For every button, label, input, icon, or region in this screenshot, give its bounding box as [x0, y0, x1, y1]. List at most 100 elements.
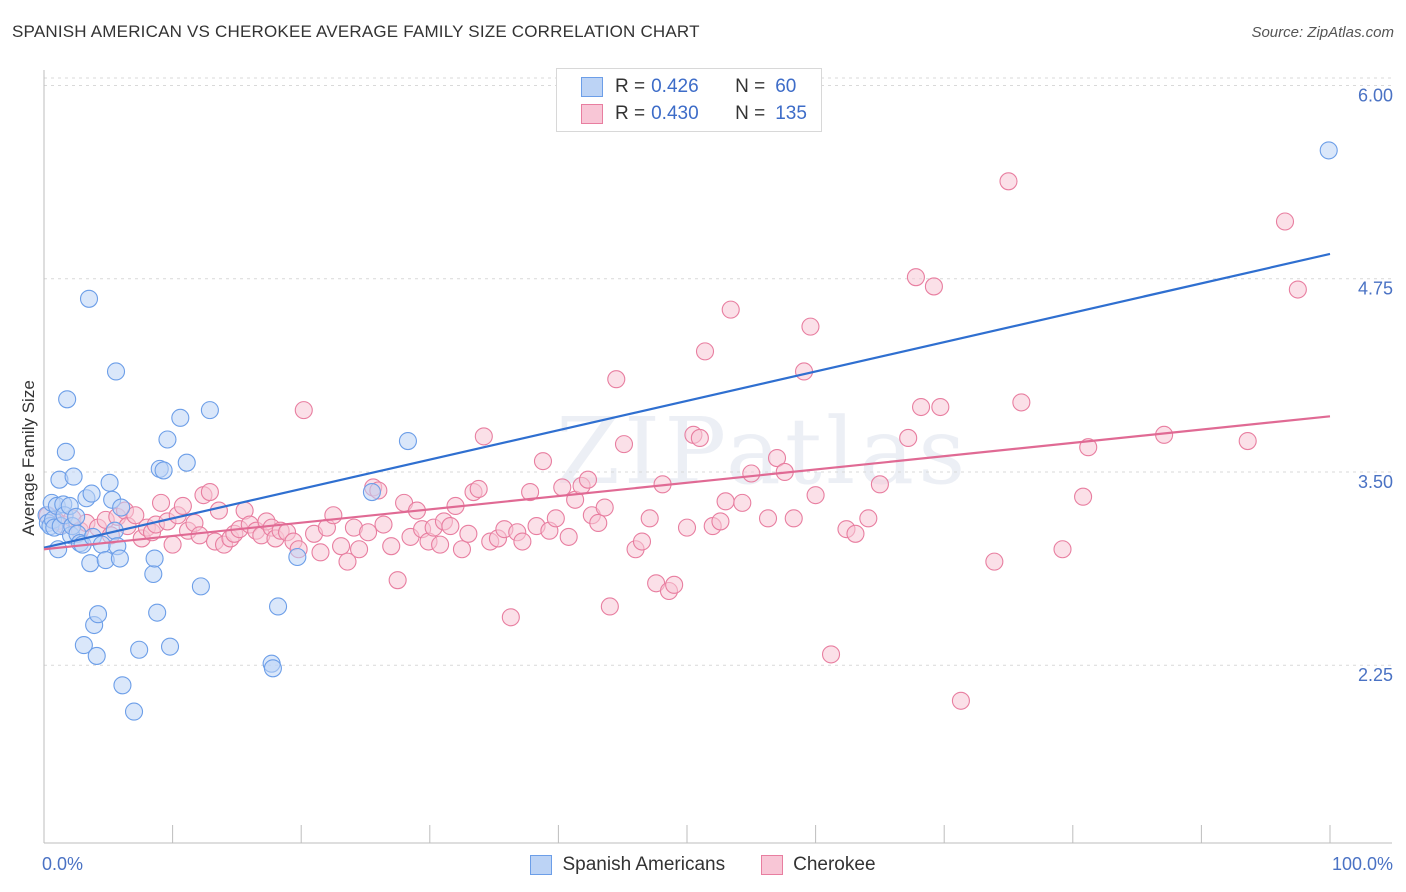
data-point: [690, 428, 709, 447]
data-point: [144, 564, 163, 584]
axes: [43, 70, 1392, 844]
data-point: [533, 452, 553, 471]
data-point: [56, 442, 75, 461]
stats-legend: R = 0.426 N = 60 R = 0.430 N = 135: [556, 68, 822, 132]
data-point: [784, 509, 803, 528]
data-point: [441, 517, 460, 536]
data-point: [985, 552, 1004, 571]
data-point: [200, 483, 219, 502]
data-point: [151, 493, 171, 512]
data-point: [100, 473, 119, 492]
data-point: [126, 506, 145, 525]
legend-row-spanish-americans: R = 0.426 N = 60: [557, 74, 796, 100]
data-point: [906, 268, 925, 287]
data-point: [106, 362, 126, 381]
data-point: [145, 549, 164, 568]
data-point: [190, 526, 209, 545]
data-point: [324, 506, 343, 525]
data-point: [501, 608, 520, 627]
data-point: [398, 431, 417, 451]
data-point: [82, 484, 101, 503]
data-point: [578, 470, 598, 489]
y-tick-label: 2.25: [1358, 665, 1393, 685]
legend-swatch-cherokee: [581, 104, 603, 124]
source-credit: Source: ZipAtlas.com: [1251, 24, 1394, 41]
data-point: [288, 547, 307, 567]
data-point: [191, 577, 210, 596]
data-point: [359, 523, 378, 542]
trend-lines: [43, 252, 1331, 551]
data-point: [81, 554, 100, 573]
data-point: [374, 515, 393, 534]
legend-label-cherokee: Cherokee: [793, 854, 876, 875]
legend-n-label: N =: [735, 103, 766, 124]
data-point: [110, 549, 129, 568]
legend-swatch-cherokee: [761, 855, 784, 875]
data-point: [513, 532, 532, 551]
data-point: [721, 300, 740, 319]
data-point: [74, 636, 93, 655]
data-point: [665, 575, 684, 594]
data-point: [607, 370, 626, 389]
data-point: [711, 512, 730, 531]
data-point: [474, 427, 493, 446]
data-point: [1319, 141, 1338, 160]
data-point: [1275, 212, 1295, 231]
grid-lines: [44, 77, 1392, 666]
data-point: [951, 691, 970, 710]
legend-n-value: 135: [775, 103, 807, 124]
data-point: [600, 597, 619, 616]
data-point: [431, 535, 450, 554]
data-point: [640, 509, 659, 528]
data-point: [801, 317, 820, 336]
y-tick-label: 6.00: [1358, 85, 1393, 105]
y-tick-label: 4.75: [1358, 279, 1393, 299]
data-point: [158, 430, 177, 449]
data-point: [931, 397, 950, 417]
data-point: [452, 540, 472, 559]
data-point: [859, 509, 878, 528]
data-point: [716, 492, 735, 511]
data-point: [1238, 431, 1257, 451]
data-point: [846, 524, 865, 543]
data-point: [758, 509, 778, 528]
legend-label-spanish-americans: Spanish Americans: [562, 854, 726, 875]
data-point: [160, 637, 180, 656]
data-point: [767, 448, 787, 468]
data-point: [821, 645, 841, 664]
data-point: [794, 362, 814, 381]
data-point: [1079, 438, 1098, 457]
data-point: [677, 518, 697, 537]
legend-r-value: 0.430: [651, 103, 699, 124]
trend-line: [43, 252, 1331, 549]
data-point: [87, 646, 106, 665]
data-point: [67, 507, 86, 526]
data-point: [263, 659, 282, 678]
data-point: [912, 397, 931, 417]
data-point: [469, 479, 488, 499]
data-point: [459, 524, 478, 543]
legend-item-spanish-americans: Spanish Americans: [530, 854, 725, 876]
data-point: [924, 277, 943, 296]
series-legend: Spanish Americans Cherokee: [0, 852, 1406, 878]
data-point: [79, 289, 99, 308]
data-point: [200, 401, 219, 420]
data-point: [173, 496, 192, 516]
y-tick-label: 3.50: [1358, 472, 1393, 492]
data-point: [163, 535, 182, 554]
y-axis-label: Average Family Size: [19, 380, 38, 536]
tick-labels: 2.25 3.50 4.75 6.00 0.0% 100.0%: [42, 85, 1393, 874]
data-point: [695, 342, 715, 361]
legend-r-value: 0.426: [651, 76, 699, 97]
data-point: [64, 467, 83, 486]
data-point: [362, 483, 381, 502]
series-cherokee-points: [38, 172, 1307, 710]
data-point: [521, 483, 540, 502]
data-point: [742, 464, 761, 483]
data-point: [209, 501, 228, 520]
legend-r-label: R =: [615, 76, 646, 97]
data-point: [546, 509, 565, 528]
data-point: [559, 527, 578, 546]
legend-item-cherokee: Cherokee: [761, 854, 876, 876]
data-point: [88, 605, 108, 624]
